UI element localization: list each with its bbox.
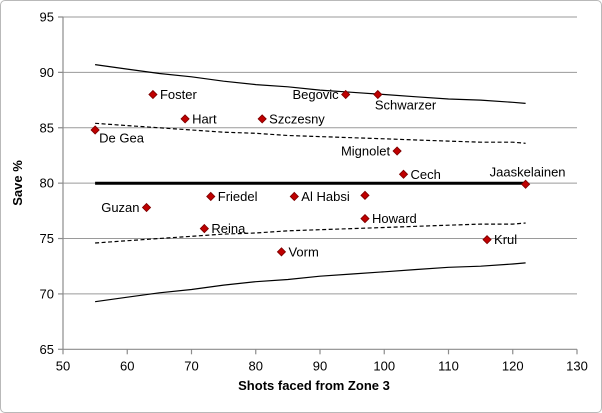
point-label-friedel: Friedel: [218, 189, 258, 204]
data-point-de-gea: [90, 125, 100, 135]
data-points: [90, 89, 531, 257]
point-label-reina: Reina: [211, 221, 246, 236]
data-point-unlabeled: [360, 190, 370, 200]
reference-line-lower-solid: [95, 262, 526, 303]
point-label-szczesny: Szczesny: [269, 111, 325, 126]
data-point-krul: [482, 235, 492, 245]
x-tick-label-130: 130: [566, 358, 588, 373]
data-point-mignolet: [392, 146, 402, 156]
y-tick-label-70: 70: [40, 286, 54, 301]
x-tick-label-110: 110: [438, 358, 459, 373]
data-point-jaaskelainen: [520, 179, 531, 189]
data-point-howard: [360, 213, 370, 224]
y-axis-title: Save %: [10, 160, 25, 206]
data-point-cech: [398, 169, 409, 179]
y-tick-label-80: 80: [40, 176, 54, 191]
point-label-mignolet: Mignolet: [341, 144, 391, 159]
data-point-guzan: [141, 202, 152, 213]
y-tick-label-95: 95: [40, 10, 54, 25]
x-tick-label-80: 80: [249, 358, 263, 373]
y-tick-label-65: 65: [40, 342, 54, 357]
point-label-vorm: Vorm: [288, 244, 318, 259]
data-point-reina: [199, 223, 209, 234]
point-label-al-habsi: Al Habsi: [301, 189, 350, 204]
gridlines: [63, 16, 577, 295]
point-label-foster: Foster: [160, 87, 198, 102]
axes: [58, 16, 578, 355]
reference-line-upper-solid: [95, 64, 526, 104]
data-point-friedel: [206, 191, 216, 202]
control-limit-lines: [95, 64, 527, 303]
data-point-vorm: [276, 247, 287, 257]
y-tick-label-90: 90: [40, 65, 54, 80]
data-point-al-habsi: [289, 191, 299, 202]
y-tick-label-75: 75: [40, 231, 54, 246]
data-point-hart: [180, 114, 190, 124]
x-tick-label-70: 70: [184, 358, 198, 373]
data-point-labels: De Gea Guzan Foster Hart Reina Friedel Szczesn…: [99, 87, 565, 259]
point-label-de-gea: De Gea: [99, 130, 145, 145]
x-tick-label-120: 120: [502, 358, 524, 373]
x-tick-label-60: 60: [120, 358, 134, 373]
data-point-szczesny: [257, 114, 267, 124]
point-label-krul: Krul: [494, 232, 517, 247]
x-tick-label-50: 50: [56, 358, 70, 373]
reference-line-lower-dashed: [95, 222, 526, 244]
point-label-howard: Howard: [372, 211, 417, 226]
x-tick-label-100: 100: [373, 358, 395, 373]
tick-labels: 65 70 75 80 85 90 95 50 60 70 80 90 100 110 120 130: [40, 10, 588, 374]
point-label-begovic: Begovic: [292, 87, 339, 102]
x-axis-title: Shots faced from Zone 3: [238, 378, 390, 393]
data-point-begovic: [341, 89, 351, 100]
point-label-schwarzer: Schwarzer: [375, 98, 437, 113]
x-tick-label-90: 90: [313, 358, 327, 373]
data-point-foster: [148, 89, 158, 100]
y-tick-label-85: 85: [40, 120, 54, 135]
point-label-hart: Hart: [192, 111, 217, 126]
point-label-guzan: Guzan: [101, 200, 139, 215]
point-label-cech: Cech: [411, 167, 441, 182]
data-point-schwarzer: [373, 89, 383, 100]
point-label-jaaskelainen: Jaaskelainen: [490, 164, 566, 179]
reference-line-upper-dashed: [95, 122, 526, 144]
